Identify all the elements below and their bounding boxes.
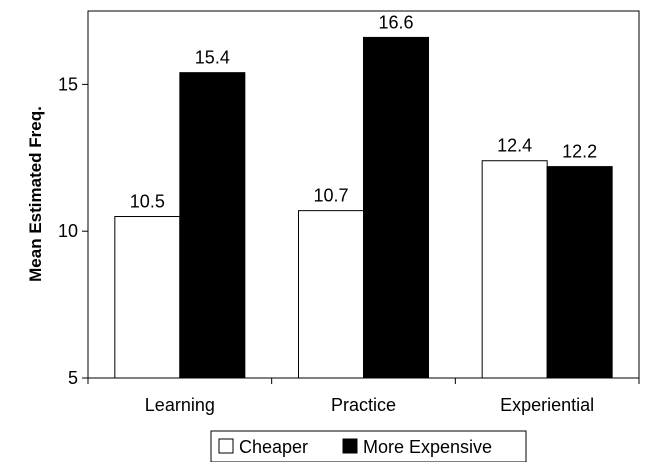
x-category-label-learning: Learning <box>145 395 215 415</box>
data-label-practice-cheaper: 10.7 <box>313 186 348 206</box>
x-category-label-practice: Practice <box>331 395 396 415</box>
legend: Cheaper More Expensive <box>210 430 527 462</box>
y-tick-label-10: 10 <box>58 221 78 241</box>
bars <box>114 36 613 379</box>
legend-box <box>210 430 527 462</box>
bar-learning-more-expensive <box>179 72 246 379</box>
bar-practice-cheaper <box>298 210 364 379</box>
legend-label-more-expensive: More Expensive <box>363 437 492 457</box>
y-tick-label-15: 15 <box>58 74 78 94</box>
legend-swatch-more-expensive <box>342 438 358 454</box>
x-axis: Learning Practice Experiential <box>87 378 640 415</box>
bar-practice-more-expensive <box>363 36 429 379</box>
data-label-practice-more-expensive: 16.6 <box>378 12 413 32</box>
data-label-experiential-more-expensive: 12.2 <box>562 142 597 162</box>
bar-experiential-more-expensive <box>546 166 613 379</box>
legend-swatch-cheaper <box>218 438 234 454</box>
bar-experiential-cheaper <box>481 160 548 379</box>
x-category-label-experiential: Experiential <box>500 395 594 415</box>
data-label-learning-cheaper: 10.5 <box>130 192 165 212</box>
bar-learning-cheaper <box>114 216 181 379</box>
y-axis-title: Mean Estimated Freq. <box>26 106 45 282</box>
data-labels: 10.5 15.4 10.7 16.6 12.4 12.2 <box>130 12 597 211</box>
legend-label-cheaper: Cheaper <box>239 437 308 457</box>
y-tick-label-5: 5 <box>68 368 78 388</box>
data-label-experiential-cheaper: 12.4 <box>497 136 532 156</box>
y-axis: 5 10 15 <box>58 74 88 388</box>
data-label-learning-more-expensive: 15.4 <box>195 48 230 68</box>
